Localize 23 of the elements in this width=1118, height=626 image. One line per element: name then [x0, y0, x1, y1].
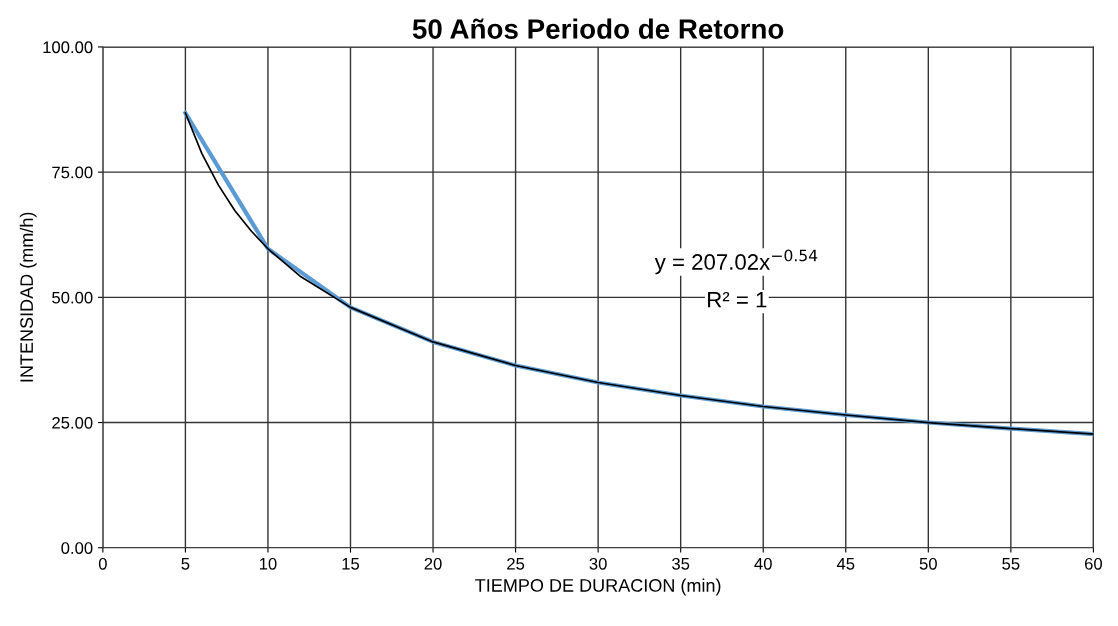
- chart-title: 50 Años Periodo de Retorno: [412, 18, 784, 39]
- x-tick-label: 30: [589, 557, 607, 570]
- x-tick-label: 40: [754, 557, 772, 570]
- x-tick-label: 35: [672, 557, 690, 570]
- x-tick-label: 45: [836, 558, 855, 570]
- x-axis-title: TIEMPO DE DURACION (min): [475, 578, 721, 596]
- x-tick-label: 10: [259, 557, 277, 570]
- y-tick-label: 100.00: [43, 41, 93, 54]
- x-tick-label: 50: [919, 557, 937, 570]
- y-axis-title: INTENSIDAD (mm/h): [19, 212, 37, 382]
- x-tick-label: 60: [1084, 557, 1103, 570]
- x-tick-label: 20: [424, 557, 442, 570]
- x-tick-label: 55: [1002, 558, 1020, 570]
- x-tick-label: 25: [507, 557, 525, 570]
- x-tick-label: 15: [342, 558, 360, 570]
- y-tick-label: 75.00: [52, 166, 93, 179]
- annotation: y = 207.02x$^{−0.54}$: [654, 249, 818, 275]
- annotation: R² = 1: [708, 291, 767, 308]
- x-tick-label: 0: [98, 557, 107, 570]
- y-tick-label: 50.00: [52, 291, 93, 304]
- x-tick-label: 5: [181, 558, 190, 570]
- y-tick-label: 0.00: [61, 542, 93, 554]
- y-tick-label: 25.00: [52, 416, 93, 429]
